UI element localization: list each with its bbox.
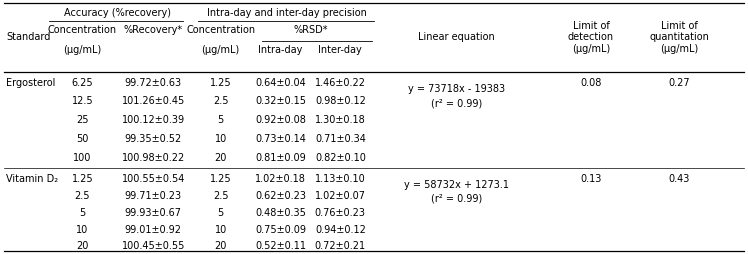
Text: 0.98±0.12: 0.98±0.12 xyxy=(315,96,366,106)
Text: 100.98±0.22: 100.98±0.22 xyxy=(122,153,185,163)
Text: 0.76±0.23: 0.76±0.23 xyxy=(315,208,366,218)
Text: 0.73±0.14: 0.73±0.14 xyxy=(255,134,306,144)
Text: 5: 5 xyxy=(218,115,224,125)
Text: (r² = 0.99): (r² = 0.99) xyxy=(431,99,482,108)
Text: 99.71±0.23: 99.71±0.23 xyxy=(125,191,182,201)
Text: 20: 20 xyxy=(215,241,227,251)
Text: 99.93±0.67: 99.93±0.67 xyxy=(125,208,182,218)
Text: 0.27: 0.27 xyxy=(669,78,690,88)
Text: Limit of
quantitation
(μg/mL): Limit of quantitation (μg/mL) xyxy=(649,21,709,54)
Text: 12.5: 12.5 xyxy=(72,96,93,106)
Text: 1.02±0.18: 1.02±0.18 xyxy=(255,174,306,184)
Text: Intra-day and inter-day precision: Intra-day and inter-day precision xyxy=(206,8,367,18)
Text: 0.08: 0.08 xyxy=(580,78,601,88)
Text: 10: 10 xyxy=(215,134,227,144)
Text: 2.5: 2.5 xyxy=(213,96,228,106)
Text: Accuracy (%recovery): Accuracy (%recovery) xyxy=(64,8,171,18)
Text: 0.43: 0.43 xyxy=(669,174,690,184)
Text: %Recovery*: %Recovery* xyxy=(123,25,183,35)
Text: Vitamin D₂: Vitamin D₂ xyxy=(6,174,58,184)
Text: 100.55±0.54: 100.55±0.54 xyxy=(122,174,185,184)
Text: (μg/mL): (μg/mL) xyxy=(201,45,240,55)
Text: 99.72±0.63: 99.72±0.63 xyxy=(125,78,182,88)
Text: 0.92±0.08: 0.92±0.08 xyxy=(255,115,306,125)
Text: 1.25: 1.25 xyxy=(210,78,231,88)
Text: 1.13±0.10: 1.13±0.10 xyxy=(315,174,366,184)
Text: Intra-day: Intra-day xyxy=(258,45,303,55)
Text: 1.30±0.18: 1.30±0.18 xyxy=(315,115,366,125)
Text: Ergosterol: Ergosterol xyxy=(6,78,55,88)
Text: 99.01±0.92: 99.01±0.92 xyxy=(125,225,182,235)
Text: 25: 25 xyxy=(76,115,88,125)
Text: 10: 10 xyxy=(215,225,227,235)
Text: Concentration: Concentration xyxy=(186,25,255,35)
Text: y = 58732x + 1273.1: y = 58732x + 1273.1 xyxy=(404,180,509,190)
Text: y = 73718x - 19383: y = 73718x - 19383 xyxy=(408,85,505,94)
Text: 0.52±0.11: 0.52±0.11 xyxy=(255,241,306,251)
Text: 5: 5 xyxy=(218,208,224,218)
Text: 0.62±0.23: 0.62±0.23 xyxy=(255,191,306,201)
Text: 1.25: 1.25 xyxy=(210,174,231,184)
Text: 1.25: 1.25 xyxy=(72,174,93,184)
Text: 0.81±0.09: 0.81±0.09 xyxy=(255,153,306,163)
Text: 50: 50 xyxy=(76,134,88,144)
Text: Standard: Standard xyxy=(6,33,50,42)
Text: 1.02±0.07: 1.02±0.07 xyxy=(315,191,366,201)
Text: 100.45±0.55: 100.45±0.55 xyxy=(122,241,185,251)
Text: 0.94±0.12: 0.94±0.12 xyxy=(315,225,366,235)
Text: 2.5: 2.5 xyxy=(75,191,90,201)
Text: 0.72±0.21: 0.72±0.21 xyxy=(315,241,366,251)
Text: 1.46±0.22: 1.46±0.22 xyxy=(315,78,366,88)
Text: 100: 100 xyxy=(73,153,91,163)
Text: 20: 20 xyxy=(76,241,88,251)
Text: (μg/mL): (μg/mL) xyxy=(63,45,102,55)
Text: Inter-day: Inter-day xyxy=(319,45,362,55)
Text: 0.13: 0.13 xyxy=(580,174,601,184)
Text: 6.25: 6.25 xyxy=(72,78,93,88)
Text: 0.71±0.34: 0.71±0.34 xyxy=(315,134,366,144)
Text: %RSD*: %RSD* xyxy=(293,25,328,35)
Text: Limit of
detection
(μg/mL): Limit of detection (μg/mL) xyxy=(568,21,614,54)
Text: 2.5: 2.5 xyxy=(213,191,228,201)
Text: (r² = 0.99): (r² = 0.99) xyxy=(431,194,482,204)
Text: Concentration: Concentration xyxy=(48,25,117,35)
Text: 10: 10 xyxy=(76,225,88,235)
Text: 0.75±0.09: 0.75±0.09 xyxy=(255,225,306,235)
Text: 100.12±0.39: 100.12±0.39 xyxy=(122,115,185,125)
Text: 0.64±0.04: 0.64±0.04 xyxy=(255,78,306,88)
Text: 0.32±0.15: 0.32±0.15 xyxy=(255,96,306,106)
Text: 101.26±0.45: 101.26±0.45 xyxy=(122,96,185,106)
Text: 0.82±0.10: 0.82±0.10 xyxy=(315,153,366,163)
Text: 99.35±0.52: 99.35±0.52 xyxy=(125,134,182,144)
Text: 20: 20 xyxy=(215,153,227,163)
Text: 5: 5 xyxy=(79,208,85,218)
Text: Linear equation: Linear equation xyxy=(418,33,494,42)
Text: 0.48±0.35: 0.48±0.35 xyxy=(255,208,306,218)
